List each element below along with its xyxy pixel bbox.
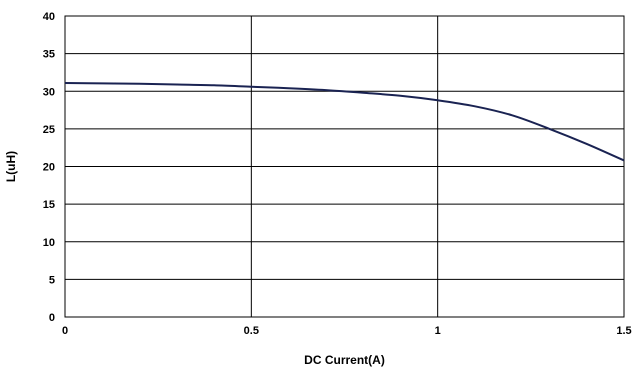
series-layer — [64, 81, 625, 162]
y-tick-label: 10 — [43, 237, 55, 249]
plot-border — [64, 15, 625, 318]
x-tick-label: 0.5 — [244, 325, 259, 337]
plot-frame — [64, 15, 625, 318]
x-tick-label: 1.5 — [616, 325, 631, 337]
x-tick-label: 0 — [62, 325, 68, 337]
y-tick-label: 25 — [43, 124, 55, 136]
x-tick-label: 1 — [435, 325, 441, 337]
x-axis-label: DC Current(A) — [304, 353, 385, 367]
y-tick-labels: 0 5 10 15 20 25 30 35 40 — [43, 11, 55, 324]
y-axis-label: L(uH) — [4, 151, 18, 182]
y-tick-label: 0 — [49, 312, 55, 324]
y-tick-label: 15 — [43, 199, 55, 211]
y-tick-label: 35 — [43, 49, 55, 61]
grid — [64, 15, 625, 318]
y-tick-label: 30 — [43, 86, 55, 98]
y-tick-label: 20 — [43, 162, 55, 174]
y-tick-label: 40 — [43, 11, 55, 23]
inductance-curve — [64, 81, 625, 162]
y-tick-label: 5 — [49, 274, 55, 286]
x-tick-labels: 0 0.5 1 1.5 — [62, 325, 632, 337]
